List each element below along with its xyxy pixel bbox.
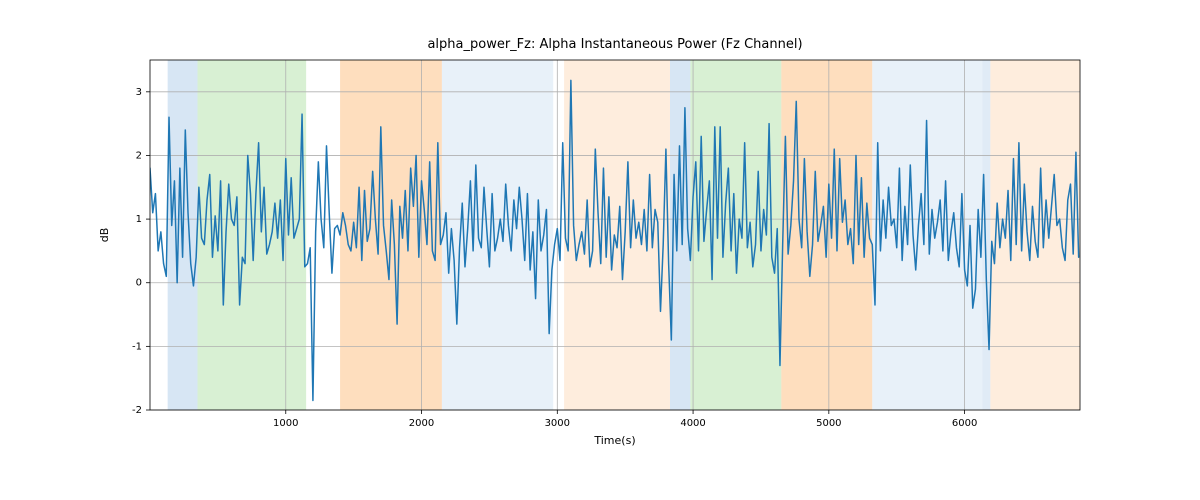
- ytick-label: 3: [136, 87, 142, 98]
- xtick-label: 1000: [273, 418, 298, 429]
- ytick-label: 0: [136, 278, 142, 289]
- xtick-label: 2000: [409, 418, 434, 429]
- xtick-label: 5000: [816, 418, 841, 429]
- band-8: [872, 60, 982, 410]
- band-9: [982, 60, 990, 410]
- xtick-label: 3000: [545, 418, 570, 429]
- xtick-label: 6000: [952, 418, 977, 429]
- chart-svg: 1000 2000 3000 4000 5000 6000 -2 -1 0 1 2 3 Time(s) d…: [0, 0, 1200, 500]
- band-4: [564, 60, 670, 410]
- x-axis-label: Time(s): [593, 434, 635, 447]
- ytick-label: 1: [136, 214, 142, 225]
- ytick-label: 2: [136, 150, 142, 161]
- y-axis-label: dB: [98, 228, 111, 243]
- chart-container: 1000 2000 3000 4000 5000 6000 -2 -1 0 1 2 3 Time(s) d…: [0, 0, 1200, 500]
- xtick-label: 4000: [680, 418, 705, 429]
- ytick-label: -2: [132, 405, 142, 416]
- chart-title: alpha_power_Fz: Alpha Instantaneous Powe…: [427, 37, 802, 52]
- ytick-label: -1: [132, 341, 142, 352]
